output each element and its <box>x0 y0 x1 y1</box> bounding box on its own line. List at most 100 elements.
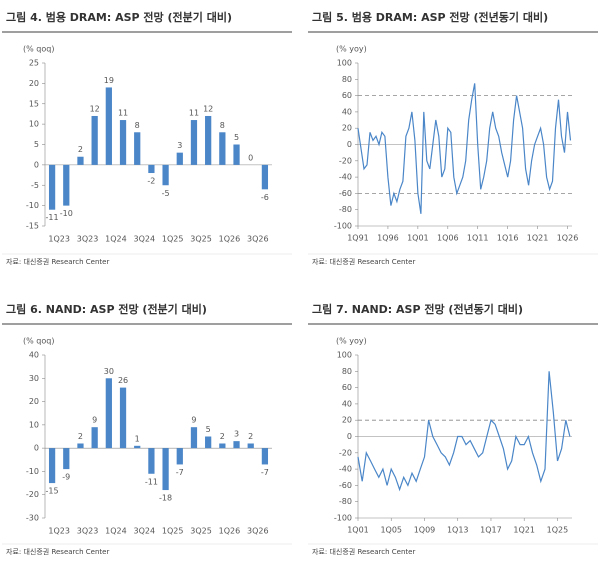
x-tick-label: 1Q91 <box>347 234 369 243</box>
bar <box>77 156 84 165</box>
bar <box>148 448 155 474</box>
data-label: 9 <box>92 416 97 425</box>
y-tick-label: 40 <box>342 107 352 116</box>
x-tick-label: 1Q13 <box>447 526 469 535</box>
data-label: 3 <box>177 141 182 150</box>
x-tick-label: 1Q06 <box>437 234 459 243</box>
data-label: -7 <box>261 468 269 477</box>
y-tick-label: 5 <box>34 140 39 149</box>
y-tick-label: 80 <box>342 367 352 376</box>
data-label: 2 <box>78 145 83 154</box>
bar <box>134 445 141 449</box>
data-label: 2 <box>78 432 83 441</box>
x-tick-label: 1Q25 <box>162 527 184 536</box>
x-tick-label: 1Q25 <box>547 526 569 535</box>
data-label: 5 <box>234 133 239 142</box>
x-tick-label: 1Q26 <box>219 527 241 536</box>
data-label: -11 <box>145 477 158 486</box>
data-label: 12 <box>203 104 213 113</box>
x-tick-label: 3Q26 <box>247 235 269 244</box>
y-tick-label: 20 <box>29 397 39 406</box>
y-tick-label: 40 <box>342 399 352 408</box>
data-label: -9 <box>62 473 70 482</box>
data-label: 3 <box>234 430 239 439</box>
x-tick-label: 1Q96 <box>377 234 399 243</box>
panel-title: 그림 6. NAND: ASP 전망 (전분기 대비) <box>6 302 207 316</box>
bar <box>190 120 198 165</box>
bar <box>219 443 226 449</box>
x-tick-label: 3Q23 <box>77 527 99 536</box>
x-tick-label: 1Q26 <box>219 235 241 244</box>
y-tick-label: 10 <box>29 420 39 429</box>
series-line <box>357 83 572 214</box>
bar <box>219 132 226 165</box>
y-tick-label: -10 <box>26 467 39 476</box>
x-tick-label: 1Q26 <box>557 234 579 243</box>
x-tick-label: 1Q25 <box>162 235 184 244</box>
y-tick-label: 0 <box>34 444 39 453</box>
x-tick-label: 1Q23 <box>48 235 70 244</box>
y-tick-label: -80 <box>339 497 352 506</box>
x-tick-label: 1Q01 <box>407 234 429 243</box>
data-label: -5 <box>162 189 170 198</box>
data-label: 5 <box>206 425 211 434</box>
y-tick-label: -60 <box>339 189 352 198</box>
data-label: 26 <box>118 376 128 385</box>
data-label: -2 <box>147 177 155 186</box>
y-unit: (% yoy) <box>336 45 367 54</box>
bar <box>63 448 70 470</box>
data-label: -11 <box>46 213 59 222</box>
x-tick-label: 1Q09 <box>414 526 436 535</box>
bar <box>63 164 70 206</box>
data-label: -7 <box>176 468 184 477</box>
x-tick-label: 1Q05 <box>380 526 402 535</box>
bar <box>105 378 112 449</box>
x-tick-label: 1Q23 <box>48 527 70 536</box>
x-tick-label: 1Q21 <box>513 526 535 535</box>
bar <box>190 427 198 449</box>
bar <box>261 164 269 190</box>
y-tick-label: 10 <box>29 120 39 129</box>
y-tick-label: 60 <box>342 91 352 100</box>
y-tick-label: -80 <box>339 205 352 214</box>
data-label: 30 <box>104 367 114 376</box>
bar <box>162 448 169 491</box>
x-tick-label: 3Q25 <box>190 235 212 244</box>
bar <box>176 152 183 165</box>
y-tick-label: -15 <box>26 222 39 231</box>
bar <box>48 164 56 210</box>
bar <box>233 144 240 165</box>
bar <box>233 441 240 449</box>
bar <box>247 443 254 449</box>
bar <box>162 164 169 186</box>
data-label: 8 <box>220 121 225 130</box>
y-tick-label: 15 <box>29 99 39 108</box>
x-tick-label: 3Q24 <box>134 235 156 244</box>
panel-title: 그림 4. 범용 DRAM: ASP 전망 (전분기 대비) <box>6 10 232 24</box>
y-tick-label: 80 <box>342 75 352 84</box>
x-tick-label: 1Q21 <box>527 234 549 243</box>
bar <box>119 120 127 165</box>
y-tick-label: -10 <box>26 201 39 210</box>
series-line <box>357 371 571 492</box>
data-label: 2 <box>220 432 225 441</box>
y-unit: (% qoq) <box>23 45 54 54</box>
x-tick-label: 3Q25 <box>190 527 212 536</box>
y-unit: (% qoq) <box>23 337 54 346</box>
y-tick-label: -40 <box>339 465 352 474</box>
data-label: 8 <box>135 121 140 130</box>
y-tick-label: 0 <box>347 432 352 441</box>
y-tick-label: 0 <box>347 140 352 149</box>
x-tick-label: 1Q17 <box>480 526 502 535</box>
data-label: 2 <box>248 432 253 441</box>
source: 자료: 대신증권 Research Center <box>312 257 415 266</box>
source: 자료: 대신증권 Research Center <box>312 547 415 556</box>
bar <box>176 448 183 465</box>
y-tick-label: 20 <box>342 124 352 133</box>
x-tick-label: 1Q11 <box>467 234 489 243</box>
data-label: 0 <box>248 153 253 162</box>
x-tick-label: 3Q23 <box>77 235 99 244</box>
data-label: -15 <box>46 487 59 496</box>
y-unit: (% yoy) <box>336 337 367 346</box>
